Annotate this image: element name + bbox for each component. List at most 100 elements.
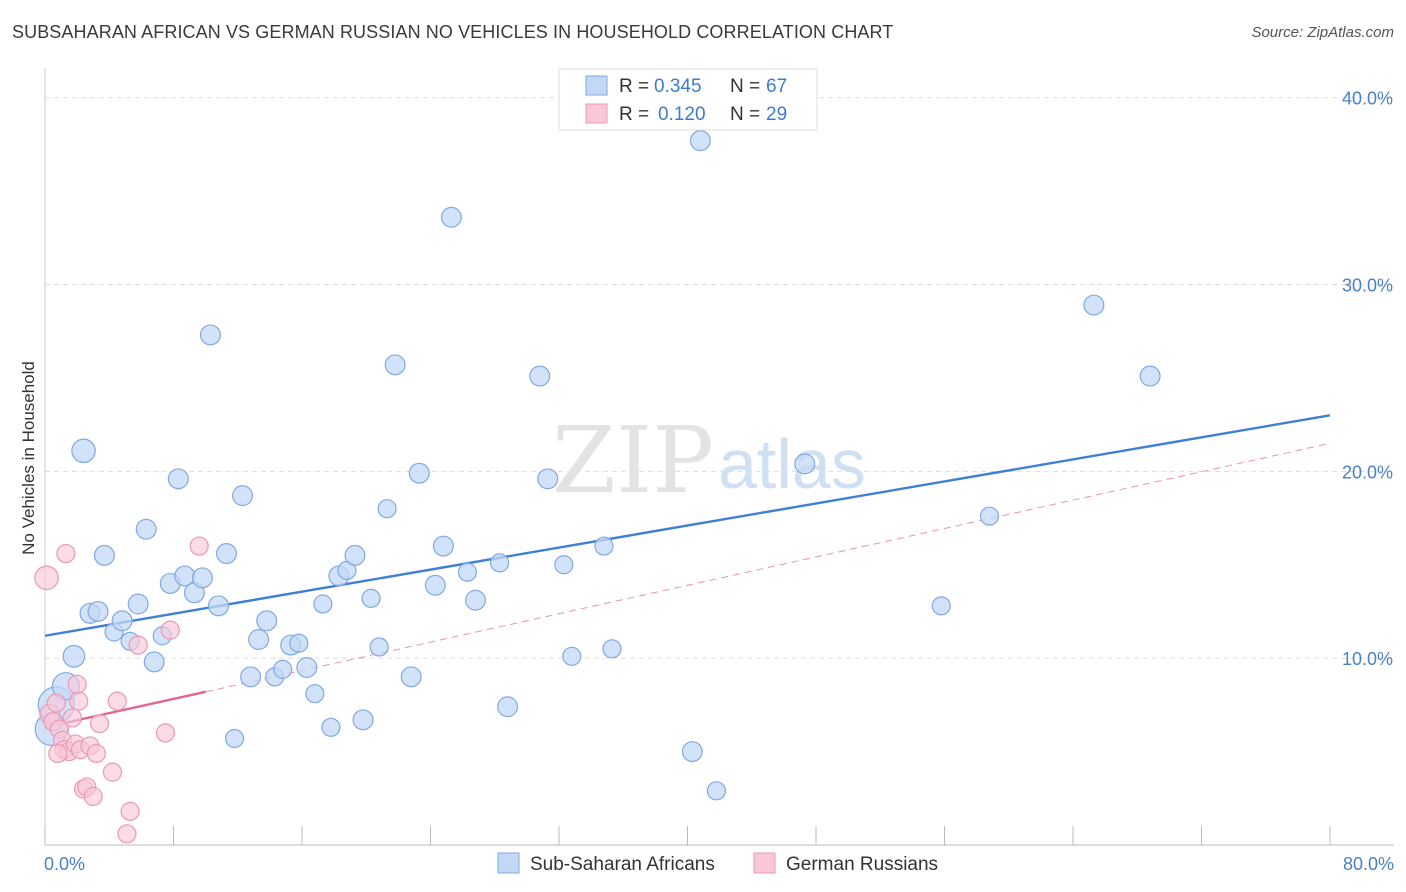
data-point-german-russian: [102, 762, 123, 782]
data-point-sub-saharan: [296, 657, 318, 679]
data-point-german-russian: [34, 565, 59, 591]
data-point-sub-saharan: [369, 637, 389, 657]
data-point-sub-saharan: [167, 468, 189, 490]
trend-line-sub-saharan: [44, 414, 1331, 637]
x-tick-label-max: 80.0%: [1343, 854, 1394, 874]
legend-r-label-1: R =: [619, 76, 649, 97]
data-point-german-russian: [120, 801, 140, 821]
data-point-sub-saharan: [440, 206, 462, 228]
data-point-sub-saharan: [313, 594, 333, 614]
data-point-sub-saharan: [248, 628, 270, 650]
data-point-sub-saharan: [216, 543, 238, 565]
data-point-sub-saharan: [93, 544, 115, 566]
data-point-sub-saharan: [344, 544, 366, 566]
grid-lines: [45, 97, 1394, 659]
legend-n-value-1: 67: [766, 76, 787, 97]
legend-n-label-1: N =: [730, 76, 760, 97]
data-point-sub-saharan: [1139, 365, 1161, 387]
data-point-sub-saharan: [979, 506, 1000, 526]
data-point-german-russian: [160, 620, 180, 640]
data-point-sub-saharan: [400, 666, 422, 688]
x-tick-labels: 0.0% 80.0%: [44, 854, 1394, 874]
data-point-sub-saharan: [232, 485, 254, 507]
watermark-atlas: atlas: [718, 425, 866, 503]
data-point-sub-saharan: [529, 365, 551, 387]
x-tick-label-min: 0.0%: [44, 854, 85, 874]
data-point-german-russian: [46, 693, 66, 713]
bottom-legend-label-pink: German Russians: [786, 854, 938, 875]
data-point-german-russian: [83, 786, 103, 807]
bottom-legend-swatch-pink: [753, 852, 776, 874]
legend-n-value-2: 29: [766, 104, 787, 125]
data-point-sub-saharan: [207, 595, 229, 617]
data-point-german-russian: [86, 743, 107, 764]
data-point-german-russian: [90, 713, 110, 734]
y-tick-label: 40.0%: [1342, 89, 1393, 109]
top-legend: R = 0.345 N = 67 R = 0.120 N = 29: [558, 68, 818, 131]
data-point-sub-saharan: [594, 536, 614, 556]
data-point-german-russian: [155, 723, 176, 743]
data-point-sub-saharan: [71, 438, 96, 464]
data-point-sub-saharan: [321, 717, 341, 737]
data-point-sub-saharan: [256, 610, 278, 632]
legend-r-value-2: 0.120: [658, 104, 706, 125]
watermark-zip: ZIP: [552, 407, 714, 514]
data-point-sub-saharan: [457, 562, 478, 582]
data-point-sub-saharan: [497, 696, 519, 718]
data-point-sub-saharan: [489, 553, 510, 573]
data-point-sub-saharan: [424, 574, 446, 596]
legend-r-value-1: 0.345: [654, 76, 702, 97]
y-tick-labels: 10.0% 20.0% 30.0% 40.0%: [1342, 89, 1393, 669]
data-point-german-russian: [128, 635, 148, 655]
data-point-german-russian: [67, 674, 87, 694]
chart-source: Source: ZipAtlas.com: [1251, 24, 1394, 41]
watermark: ZIP atlas: [552, 407, 866, 514]
data-point-sub-saharan: [199, 324, 221, 346]
data-point-sub-saharan: [464, 589, 486, 611]
data-point-sub-saharan: [240, 666, 262, 688]
data-point-german-russian: [117, 824, 137, 844]
legend-swatch-blue: [585, 75, 608, 96]
data-point-sub-saharan: [361, 588, 381, 608]
data-point-sub-saharan: [135, 518, 157, 540]
data-point-sub-saharan: [408, 462, 430, 484]
data-points: [34, 130, 1161, 844]
data-point-sub-saharan: [62, 644, 86, 668]
data-point-sub-saharan: [289, 633, 309, 653]
bottom-legend-swatch-blue: [497, 852, 520, 874]
data-point-sub-saharan: [554, 555, 574, 575]
data-point-sub-saharan: [143, 651, 165, 673]
data-point-sub-saharan: [352, 709, 374, 731]
data-point-sub-saharan: [1083, 294, 1105, 316]
chart-title: SUBSAHARAN AFRICAN VS GERMAN RUSSIAN NO …: [12, 22, 894, 42]
legend-r-label-2: R =: [619, 104, 649, 125]
data-point-german-russian: [69, 691, 89, 711]
data-point-sub-saharan: [384, 354, 406, 376]
y-tick-label: 10.0%: [1342, 649, 1393, 669]
data-point-sub-saharan: [681, 741, 703, 763]
data-point-sub-saharan: [191, 567, 213, 589]
data-point-sub-saharan: [87, 600, 109, 622]
data-point-sub-saharan: [794, 453, 816, 475]
data-point-sub-saharan: [305, 684, 325, 704]
data-point-german-russian: [189, 536, 209, 556]
y-tick-label: 20.0%: [1342, 462, 1393, 482]
data-point-sub-saharan: [377, 499, 397, 519]
data-point-sub-saharan: [931, 596, 951, 616]
data-point-sub-saharan: [111, 610, 133, 632]
data-point-german-russian: [56, 543, 76, 564]
legend-swatch-pink: [585, 103, 608, 124]
data-point-sub-saharan: [706, 781, 727, 801]
bottom-legend-label-blue: Sub-Saharan Africans: [530, 854, 715, 875]
y-tick-label: 30.0%: [1342, 276, 1393, 296]
data-point-sub-saharan: [127, 593, 149, 615]
data-point-sub-saharan: [432, 535, 454, 557]
data-point-german-russian: [62, 708, 82, 728]
y-axis-title: No Vehicles in Household: [19, 361, 38, 555]
bottom-legend: Sub-Saharan Africans German Russians: [497, 852, 938, 875]
data-point-sub-saharan: [602, 639, 622, 659]
data-point-sub-saharan: [224, 728, 245, 749]
data-point-german-russian: [107, 691, 127, 711]
data-point-sub-saharan: [689, 130, 711, 152]
